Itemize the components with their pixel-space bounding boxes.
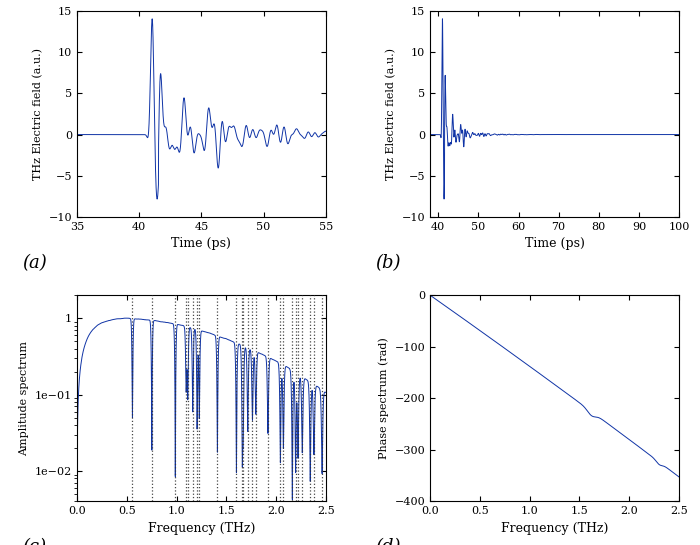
Y-axis label: THz Electric field (a.u.): THz Electric field (a.u.) — [33, 48, 43, 180]
X-axis label: Frequency (THz): Frequency (THz) — [148, 522, 255, 535]
Text: (c): (c) — [22, 538, 46, 545]
X-axis label: Time (ps): Time (ps) — [525, 238, 584, 250]
Y-axis label: Phase spectrum (rad): Phase spectrum (rad) — [379, 337, 389, 459]
X-axis label: Time (ps): Time (ps) — [172, 238, 231, 250]
Text: (b): (b) — [375, 254, 401, 272]
Y-axis label: THz Electric field (a.u.): THz Electric field (a.u.) — [386, 48, 396, 180]
Text: (a): (a) — [22, 254, 47, 272]
Y-axis label: Amplitude spectrum: Amplitude spectrum — [20, 341, 29, 456]
X-axis label: Frequency (THz): Frequency (THz) — [501, 522, 608, 535]
Text: (d): (d) — [375, 538, 401, 545]
